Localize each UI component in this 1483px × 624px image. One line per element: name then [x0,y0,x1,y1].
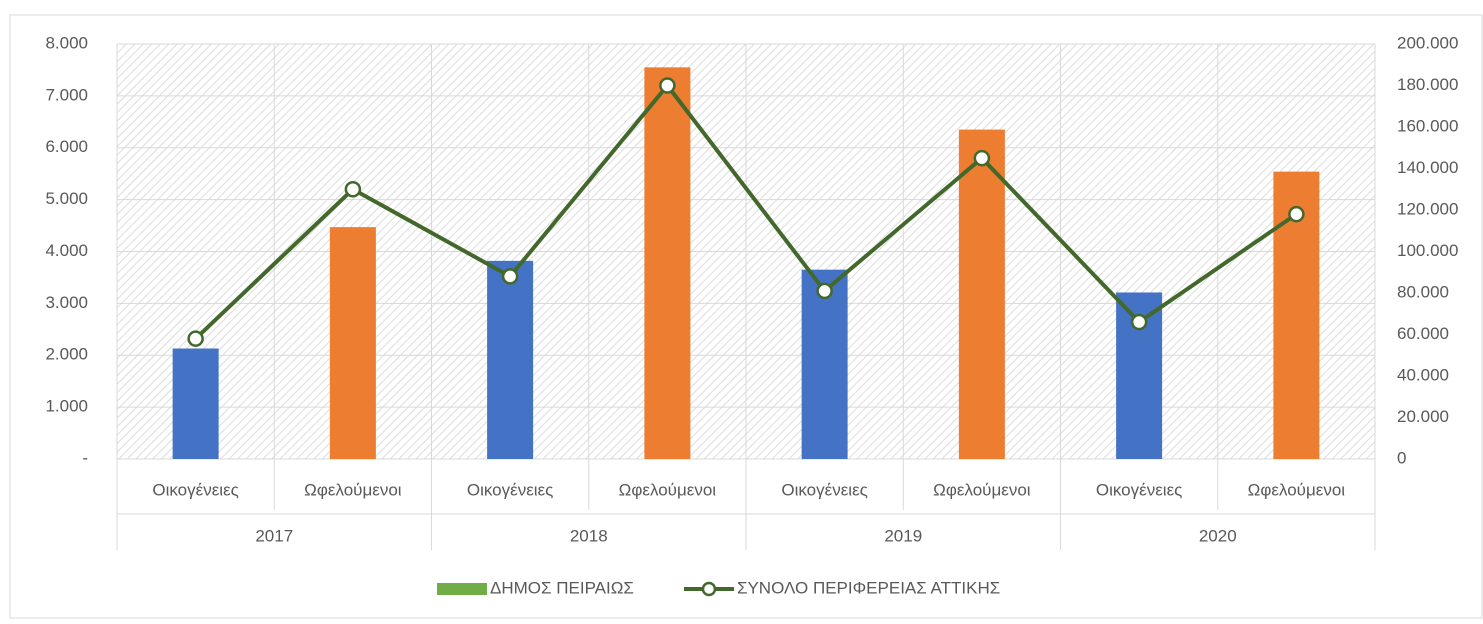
legend-label: ΣΥΝΟΛΟ ΠΕΡΙΦΕΡΕΙΑΣ ΑΤΤΙΚΗΣ [737,578,1000,597]
bar [172,348,219,459]
y-tick-label: 60.000 [1397,324,1449,343]
bar [801,269,848,459]
y-tick-label: 80.000 [1397,282,1449,301]
line-marker [1288,205,1305,223]
x-tick-label: Ωφελούμενοι [1248,480,1346,499]
line-marker [501,268,519,285]
y-tick-label: 140.000 [1397,158,1458,177]
y-tick-label: 2.000 [45,345,88,364]
group-label: 2020 [1199,526,1237,545]
legend-label: ΔΗΜΟΣ ΠΕΙΡΑΙΩΣ [490,578,634,597]
group-label: 2018 [570,526,608,545]
line-marker [816,282,833,300]
y-tick-label: 7.000 [45,85,88,104]
x-tick-label: Οικογένειες [152,480,238,499]
y-tick-label: 5.000 [45,189,88,208]
line-marker [187,330,204,347]
group-label: 2017 [255,526,293,545]
y-tick-label: 8.000 [45,33,88,52]
group-label: 2019 [884,526,922,545]
x-tick-label: Οικογένειες [781,480,867,499]
bar [487,260,534,459]
y-tick-label: - [82,448,88,467]
y-tick-label: 3.000 [45,293,88,312]
legend-swatch [437,583,487,595]
line-marker [973,149,991,167]
bar [958,129,1005,459]
x-tick-label: Οικογένειες [1096,480,1182,499]
x-tick-label: Οικογένειες [467,480,553,499]
x-tick-label: Ωφελούμενοι [933,480,1031,499]
y-tick-label: 200.000 [1397,33,1458,52]
bar [329,227,376,459]
y-tick-label: 0 [1397,448,1406,467]
line-marker [344,181,362,198]
y-tick-label: 160.000 [1397,116,1458,135]
x-tick-label: Ωφελούμενοι [619,480,717,499]
line-marker [659,77,676,94]
y-tick-label: 4.000 [45,241,88,260]
line-marker [1130,313,1148,331]
x-tick-label: Ωφελούμενοι [304,480,402,499]
y-tick-label: 1.000 [45,397,88,416]
y-tick-label: 120.000 [1397,199,1458,218]
legend-marker [701,581,717,597]
bar [644,67,691,459]
y-tick-label: 100.000 [1397,241,1458,260]
y-tick-label: 180.000 [1397,75,1458,94]
y-tick-label: 40.000 [1397,365,1449,384]
y-tick-label: 20.000 [1397,407,1449,426]
line [194,82,1298,341]
y-tick-label: 6.000 [45,137,88,156]
